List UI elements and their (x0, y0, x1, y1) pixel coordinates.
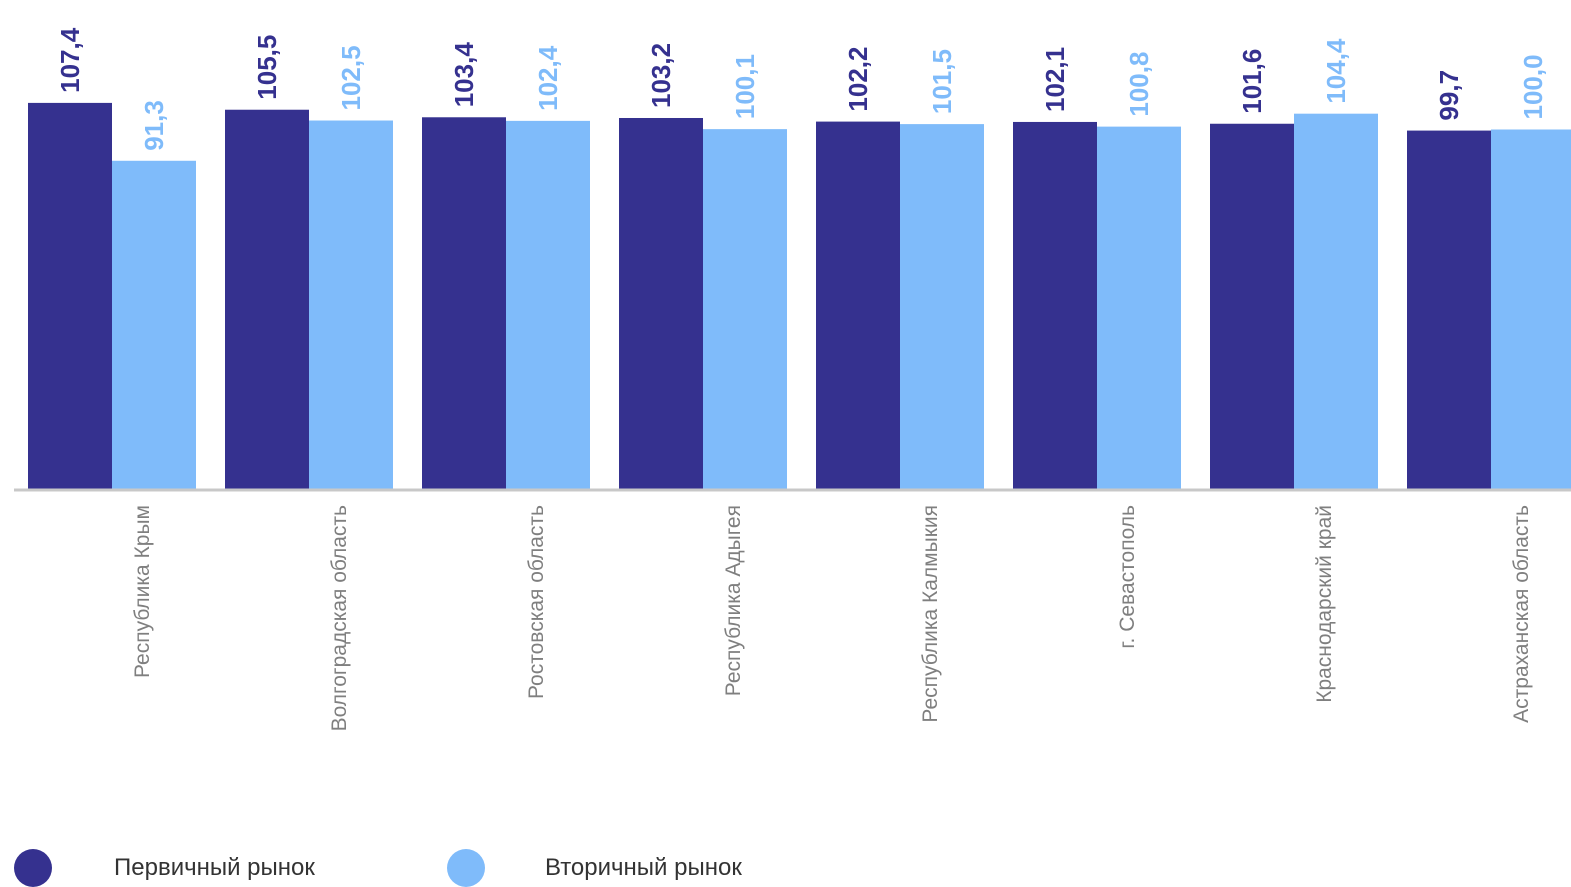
data-label-primary-2: 103,4 (449, 42, 479, 108)
bar-primary-4 (816, 121, 900, 489)
category-tick-label-4: Республика Калмыкия (919, 505, 942, 723)
category-tick-label-6: Краснодарский край (1313, 505, 1336, 703)
data-label-secondary-2: 102,4 (533, 45, 563, 111)
bar-primary-7 (1407, 130, 1491, 490)
legend-label-secondary: Вторичный рынок (545, 854, 742, 881)
data-label-secondary-6: 104,4 (1321, 38, 1351, 104)
data-label-primary-4: 102,2 (843, 47, 873, 112)
legend-label-primary: Первичный рынок (114, 854, 315, 881)
data-label-secondary-0: 91,3 (139, 100, 169, 151)
category-tick-label-3: Республика Адыгея (722, 505, 745, 696)
data-label-primary-3: 103,2 (646, 43, 676, 108)
data-label-primary-5: 102,1 (1040, 47, 1070, 112)
data-label-secondary-1: 102,5 (336, 45, 366, 110)
category-tick-label-1: Волгоградская область (328, 505, 351, 731)
bar-chart: 107,4 91,3 Республика Крым 105,5 102,5 Волгог… (14, 27, 1571, 731)
legend-marker-secondary (447, 849, 485, 887)
data-label-primary-1: 105,5 (252, 35, 282, 100)
data-label-secondary-7: 100,0 (1518, 54, 1548, 119)
data-label-primary-7: 99,7 (1434, 70, 1464, 121)
bar-primary-6 (1210, 123, 1294, 490)
bar-secondary-1 (309, 120, 393, 489)
legend-marker-primary (14, 849, 52, 887)
bar-secondary-6 (1294, 113, 1378, 489)
data-label-primary-0: 107,4 (55, 27, 85, 93)
bar-secondary-2 (506, 120, 590, 489)
bar-secondary-5 (1097, 126, 1181, 490)
data-label-secondary-5: 100,8 (1124, 52, 1154, 117)
bar-secondary-7 (1491, 129, 1571, 489)
category-tick-label-0: Республика Крым (131, 505, 154, 678)
bar-primary-2 (422, 117, 506, 489)
bar-primary-1 (225, 109, 309, 489)
bar-primary-0 (28, 102, 112, 489)
category-tick-label-2: Ростовская область (525, 505, 548, 699)
bar-secondary-4 (900, 124, 984, 490)
category-tick-label-7: Астраханская область (1510, 505, 1533, 723)
data-label-secondary-4: 101,5 (927, 49, 957, 114)
category-tick-label-5: г. Севастополь (1116, 505, 1139, 649)
bar-primary-5 (1013, 121, 1097, 489)
bar-primary-3 (619, 117, 703, 489)
legend: Первичный рынок Вторичный рынок (0, 845, 1571, 887)
bar-secondary-0 (112, 160, 196, 490)
data-label-secondary-3: 100,1 (730, 54, 760, 119)
bar-secondary-3 (703, 129, 787, 489)
data-label-primary-6: 101,6 (1237, 49, 1267, 114)
